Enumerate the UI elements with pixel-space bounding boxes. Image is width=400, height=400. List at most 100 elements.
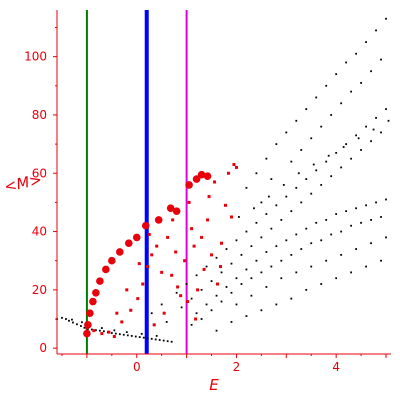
y-tick-label: 20 (32, 283, 47, 297)
data-point (245, 230, 248, 233)
data-point (160, 303, 163, 306)
data-point (330, 114, 333, 116)
data-point (240, 283, 243, 285)
data-point (96, 277, 104, 285)
data-point (180, 306, 183, 309)
data-point (250, 294, 253, 297)
data-point (315, 96, 318, 99)
data-point (310, 265, 313, 268)
data-point (185, 181, 193, 189)
data-point (340, 230, 343, 233)
data-point (245, 186, 248, 189)
data-point (183, 259, 187, 263)
data-point (345, 143, 348, 146)
data-point (265, 213, 268, 215)
data-point (65, 318, 67, 320)
data-point (320, 283, 323, 285)
data-point (186, 300, 190, 304)
data-point (365, 41, 367, 43)
data-point (270, 265, 273, 268)
data-point (132, 233, 141, 242)
data-point (112, 335, 116, 339)
data-point (300, 248, 303, 250)
data-point (375, 29, 377, 32)
data-point (260, 236, 263, 239)
data-point (225, 286, 228, 288)
data-point (210, 309, 213, 312)
data-point (229, 215, 233, 219)
data-point (200, 318, 203, 320)
data-point (300, 201, 303, 204)
data-point (89, 297, 97, 306)
data-point (205, 303, 208, 306)
data-point (234, 165, 238, 169)
data-point (370, 242, 372, 245)
data-point (142, 336, 145, 339)
data-point (290, 160, 293, 163)
data-point (176, 285, 180, 289)
data-point (280, 218, 283, 221)
data-point (265, 286, 268, 288)
data-point (385, 108, 387, 111)
data-point (280, 277, 283, 280)
data-point (114, 332, 117, 335)
data-point (146, 265, 150, 269)
data-point (325, 218, 328, 221)
data-point (260, 201, 263, 204)
data-point (110, 332, 113, 334)
data-point (255, 172, 258, 175)
x-tick-label: 0 (133, 360, 141, 374)
data-point (165, 321, 168, 323)
data-point (230, 291, 233, 294)
data-point (100, 332, 104, 336)
data-point (327, 154, 330, 157)
data-point (325, 259, 328, 262)
data-point (205, 265, 208, 268)
data-point (372, 128, 375, 131)
data-point (124, 239, 133, 248)
data-point (285, 195, 288, 198)
data-point (147, 232, 151, 236)
data-point (81, 321, 83, 324)
data-point (290, 297, 293, 300)
data-point (196, 288, 200, 292)
data-point (146, 337, 149, 340)
data-point (290, 210, 293, 213)
data-point (190, 227, 194, 231)
data-point (141, 221, 150, 230)
y-tick-label: 80 (32, 108, 47, 122)
data-point (355, 52, 358, 55)
data-point (192, 244, 196, 248)
data-point (245, 315, 248, 318)
x-axis-title: E (209, 376, 219, 394)
data-point (285, 239, 288, 242)
data-point (175, 291, 178, 294)
data-point (61, 316, 63, 319)
data-point (130, 335, 133, 337)
data-point (102, 330, 105, 333)
tick-marks (53, 26, 387, 358)
data-point (90, 328, 93, 331)
data-point (216, 282, 220, 286)
data-point (192, 175, 201, 183)
data-point (220, 271, 223, 274)
data-point (162, 339, 165, 342)
data-point (166, 235, 170, 239)
data-point (215, 294, 218, 297)
data-point (315, 169, 318, 172)
data-point (94, 329, 97, 331)
data-point (116, 248, 124, 256)
data-point (179, 294, 183, 298)
data-point (255, 221, 258, 224)
data-point (120, 320, 124, 324)
data-point (350, 157, 353, 160)
data-point (385, 17, 387, 20)
data-point (225, 248, 228, 250)
data-point (122, 333, 125, 336)
data-point (360, 221, 362, 224)
data-point (154, 216, 163, 224)
data-point (345, 61, 348, 64)
data-point (223, 203, 227, 207)
data-point (166, 340, 169, 343)
